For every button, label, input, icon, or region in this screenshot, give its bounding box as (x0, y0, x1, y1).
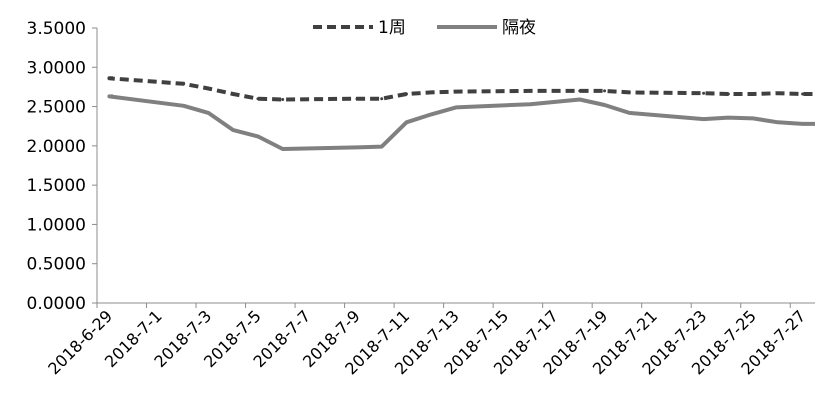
series-overnight-point (776, 120, 780, 124)
series-1-week-point (182, 82, 186, 86)
series-1-week-point (726, 92, 730, 96)
y-axis: 0.0000 0.5000 1.0000 1.5000 2.0000 2.5000 3.00… (27, 19, 98, 314)
legend-item-1-week-label: 1周 (378, 18, 406, 38)
series-overnight-point (281, 147, 285, 151)
series-1-week-line (107, 76, 815, 102)
series-1-week-point (429, 90, 433, 94)
legend-item-overnight: 隔夜 (437, 18, 536, 38)
series-overnight-point (206, 111, 210, 115)
series-1-week-point (627, 90, 631, 94)
legend: 1周 隔夜 (313, 18, 536, 38)
series-overnight (107, 94, 815, 151)
y-tick-label: 0.0000 (27, 294, 86, 314)
y-tick-label: 2.0000 (27, 137, 86, 157)
series-overnight-point (454, 105, 458, 109)
series-1-week-point (702, 91, 706, 95)
series-overnight-point (528, 102, 532, 106)
series-overnight-point (801, 122, 805, 126)
series-1-week-point (355, 97, 359, 101)
series-overnight-point (578, 98, 582, 101)
series-1-week-point (603, 89, 607, 93)
series-overnight-point (702, 117, 706, 121)
series-overnight-point (726, 116, 730, 120)
series-overnight-line (107, 94, 815, 151)
y-tick-label: 2.5000 (27, 98, 86, 118)
series-overnight-point (627, 111, 631, 115)
series-1-week-point (553, 89, 557, 93)
legend-item-overnight-label: 隔夜 (502, 18, 536, 38)
series-overnight-point (429, 112, 433, 116)
series-1-week-point (801, 92, 805, 96)
y-tick-label: 0.5000 (27, 255, 86, 275)
series-1-week-point (281, 98, 285, 101)
series-1-week-point (256, 97, 260, 101)
series-1-week-point (776, 91, 780, 95)
y-tick-label: 1.5000 (27, 176, 86, 196)
legend-item-1-week: 1周 (313, 18, 406, 38)
series-overnight-point (355, 145, 359, 149)
series-1-week-point (107, 76, 111, 80)
series-1-week-point (454, 90, 458, 94)
series-1-week-point (380, 97, 384, 101)
series-1-week-point (231, 92, 235, 96)
series-1-week-point (528, 89, 532, 93)
series-1-week-point (578, 89, 582, 93)
series-overnight-point (256, 134, 260, 138)
series-overnight-point (404, 120, 408, 124)
x-axis: 2018-6-292018-7-12018-7-32018-7-52018-7-… (44, 302, 815, 378)
series-overnight-point (380, 145, 384, 149)
series-overnight-point (231, 128, 235, 132)
series-overnight-point (553, 100, 557, 104)
series-layer (107, 76, 815, 151)
series-overnight-point (603, 103, 607, 107)
series-overnight-point (751, 116, 755, 120)
series-overnight-point (107, 94, 111, 98)
series-1-week-point (206, 87, 210, 90)
series-1-week-point (751, 92, 755, 96)
series-overnight-point (182, 104, 186, 108)
x-tick-label: 2018-6-29 (44, 306, 116, 378)
y-tick-label: 3.5000 (27, 19, 86, 39)
y-tick-label: 1.0000 (27, 215, 86, 235)
series-1-week-point (404, 92, 408, 96)
y-tick-label: 3.0000 (27, 58, 86, 78)
series-1-week (107, 76, 815, 102)
